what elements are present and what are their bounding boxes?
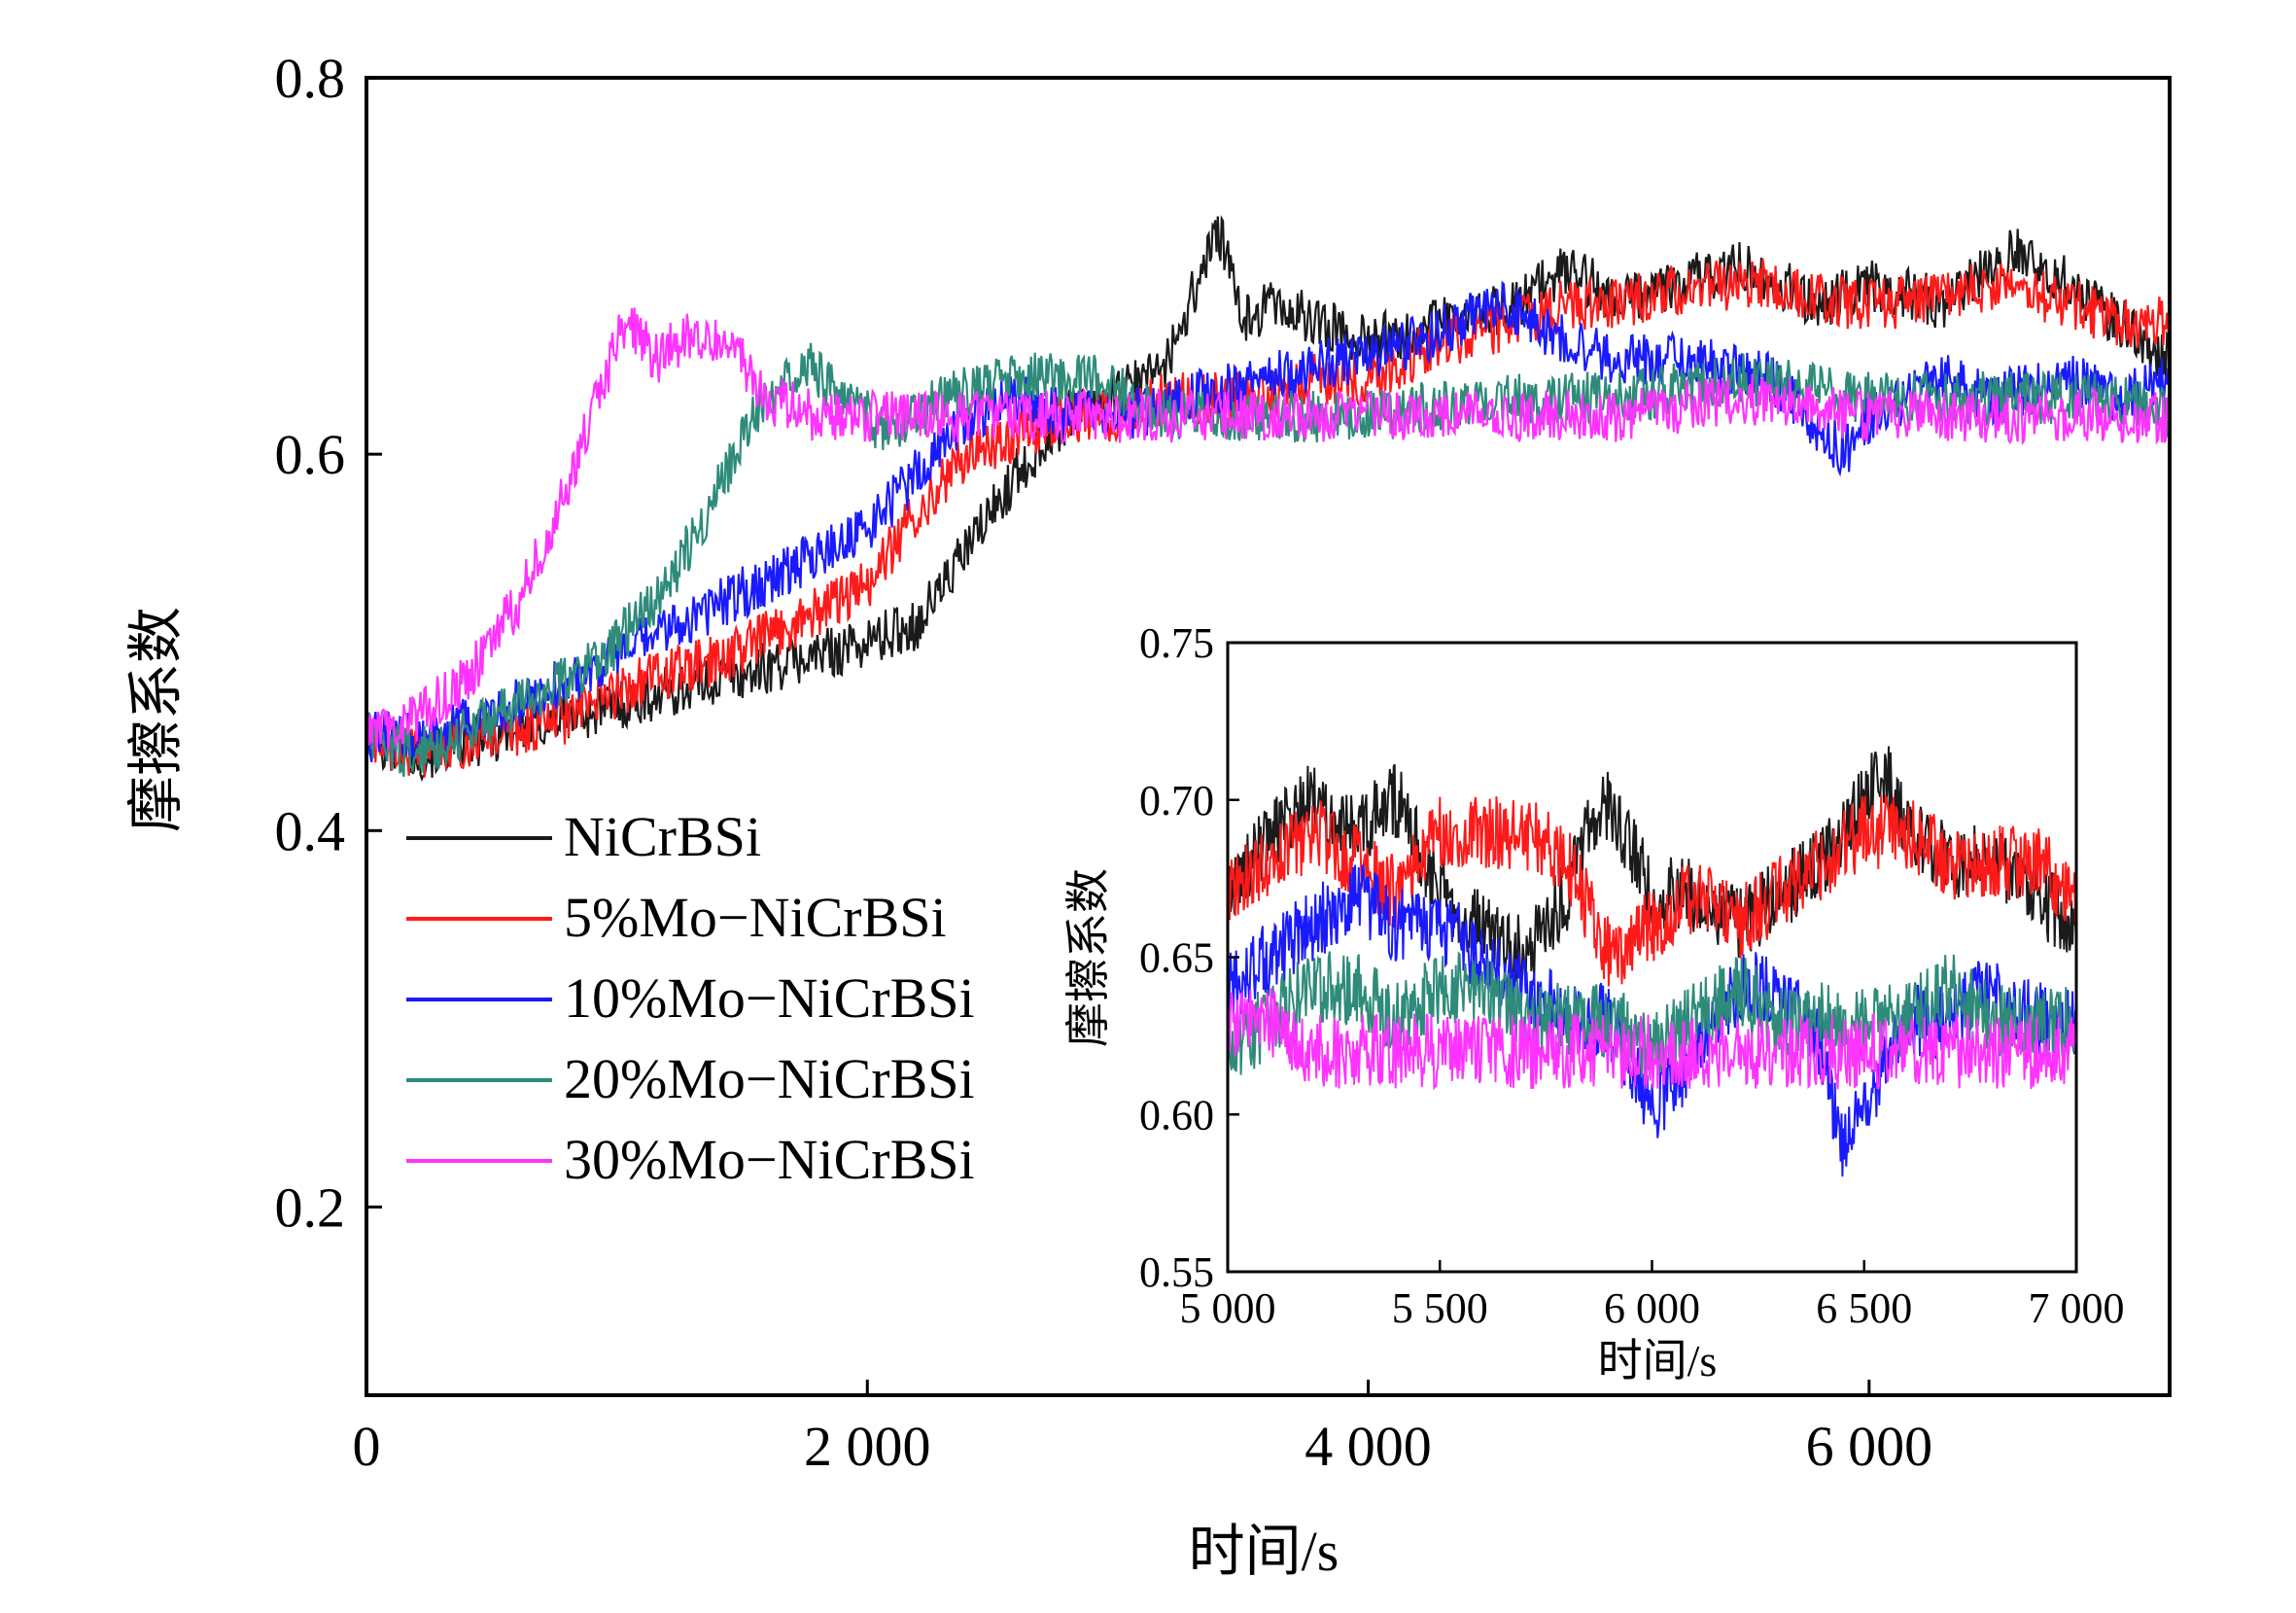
inset-x-axis-label: 时间/s xyxy=(1598,1336,1718,1385)
main-x-tick-label: 6 000 xyxy=(1806,1415,1933,1478)
inset-background xyxy=(1228,643,2076,1272)
inset-y-tick-label: 0.60 xyxy=(1139,1091,1214,1139)
inset-y-axis: 0.55 0.60 0.65 0.70 0.75 xyxy=(1139,619,1239,1296)
main-series-line-4 xyxy=(365,307,2172,751)
legend-entry-bg xyxy=(399,1030,1060,1100)
main-series-line-2 xyxy=(365,280,2172,762)
legend-label: 30%Mo−NiCrBSi xyxy=(564,1128,975,1191)
main-x-axis-label: 时间/s xyxy=(1189,1520,1339,1583)
main-y-tick-label: 0.2 xyxy=(275,1175,346,1239)
main-series-group xyxy=(365,215,2172,783)
inset-series-line-3 xyxy=(1227,951,2077,1083)
main-series-line-1 xyxy=(365,258,2172,778)
inset-x-tick-label: 6 500 xyxy=(1816,1284,1912,1332)
legend: NiCrBSi 5%Mo−NiCrBSi 10%Mo−NiCrBSi 20%Mo−Ni… xyxy=(399,788,1060,1191)
main-x-tick-label: 2 000 xyxy=(804,1415,931,1478)
legend-label: NiCrBSi xyxy=(564,805,761,868)
inset-y-tick-label: 0.55 xyxy=(1139,1248,1214,1296)
inset-y-tick-label: 0.75 xyxy=(1139,619,1214,667)
main-x-tick-label: 0 xyxy=(353,1415,381,1478)
main-x-tick-label: 4 000 xyxy=(1305,1415,1432,1478)
inset-x-tick-label: 5 000 xyxy=(1180,1284,1276,1332)
main-y-axis: 0.2 0.4 0.6 0.8 xyxy=(275,47,382,1239)
inset-x-tick-label: 5 500 xyxy=(1392,1284,1488,1332)
inset-y-tick-label: 0.65 xyxy=(1139,934,1214,982)
legend-label: 10%Mo−NiCrBSi xyxy=(564,966,975,1030)
legend-entry-bg xyxy=(399,788,1060,858)
main-y-tick-label: 0.4 xyxy=(275,799,346,862)
legend-entry-bg xyxy=(399,949,1060,1019)
inset-y-tick-label: 0.70 xyxy=(1139,777,1214,824)
main-x-axis: 0 2 000 4 000 6 000 xyxy=(353,1380,1933,1478)
inset-plot: 5 000 5 500 6 000 6 500 7 000 0.550.600.650.… xyxy=(1063,619,2125,1385)
main-y-tick-label: 0.6 xyxy=(275,423,346,486)
inset-series-line-4 xyxy=(1227,988,2077,1091)
legend-entry-bg xyxy=(399,868,1060,938)
main-y-axis-label: 摩擦系数 xyxy=(124,607,188,832)
main-plot-frame xyxy=(365,76,2172,1397)
inset-x-tick-label: 7 000 xyxy=(2029,1284,2125,1332)
inset-x-axis: 5 000 5 500 6 000 6 500 7 000 xyxy=(1180,1260,2125,1332)
legend-label: 5%Mo−NiCrBSi xyxy=(564,886,947,949)
legend-label: 20%Mo−NiCrBSi xyxy=(564,1047,975,1110)
main-y-tick-label: 0.8 xyxy=(275,47,346,110)
legend-entry-bg xyxy=(399,1110,1060,1180)
inset-y-axis-label: 摩擦系数 xyxy=(1063,868,1113,1047)
inset-x-tick-label: 6 000 xyxy=(1604,1284,1700,1332)
inset-series-group xyxy=(1227,746,2077,1177)
